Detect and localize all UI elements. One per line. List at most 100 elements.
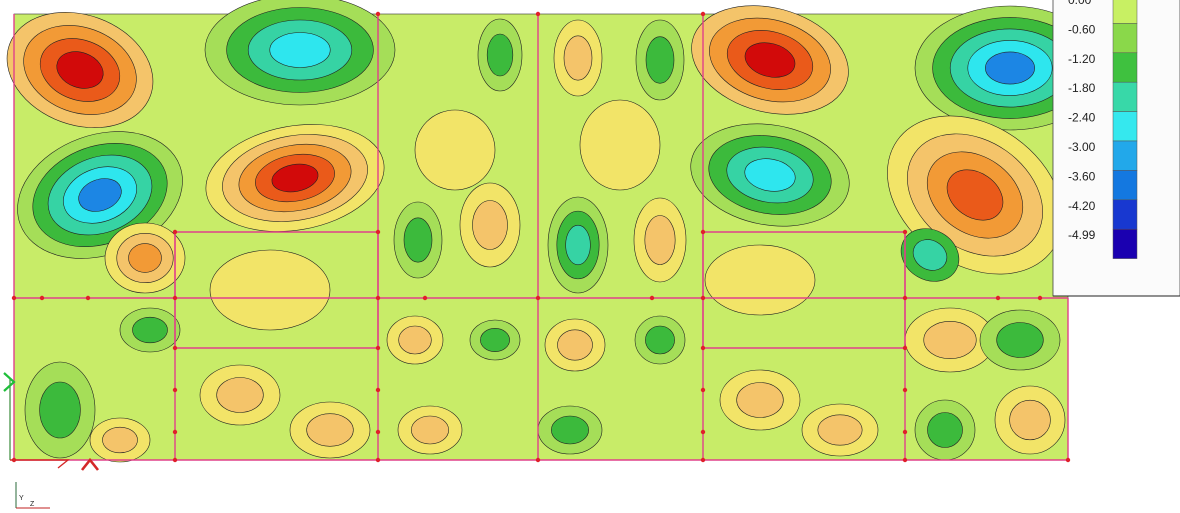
mesh-node-21 bbox=[375, 387, 381, 393]
contour-band-18-1 bbox=[39, 381, 81, 439]
mesh-node-35 bbox=[375, 11, 381, 17]
contour-band-10-1 bbox=[644, 215, 676, 265]
contour-band-30-1 bbox=[1009, 399, 1051, 441]
mesh-node-31 bbox=[535, 457, 541, 463]
legend-items: 0.00 -0.60 -1.20 -1.80 -2.40 -3.00 -3.60 -4.20 -… bbox=[1068, 0, 1138, 259]
axis-label-z: Z bbox=[30, 501, 35, 508]
legend-swatch-7 bbox=[1112, 199, 1138, 230]
contour-legend: 0.00 -0.60 -1.20 -1.80 -2.40 -3.00 -3.60 -4.20 -… bbox=[1052, 0, 1180, 297]
contour-band-20-1 bbox=[306, 413, 354, 447]
legend-label-8: -4.99 bbox=[1068, 228, 1096, 242]
mesh-node-30 bbox=[375, 457, 381, 463]
mesh-node-0 bbox=[11, 295, 17, 301]
legend-swatch-6 bbox=[1112, 170, 1138, 201]
mesh-node-13 bbox=[375, 229, 381, 235]
mesh-node-4 bbox=[375, 295, 381, 301]
mesh-node-14 bbox=[700, 229, 706, 235]
legend-swatch-2 bbox=[1112, 52, 1138, 83]
legend-label-5: -3.00 bbox=[1068, 140, 1096, 154]
contour-band-35-0 bbox=[579, 99, 661, 191]
contour-band-28-1 bbox=[817, 414, 863, 446]
mesh-node-33 bbox=[902, 457, 908, 463]
contour-band-15-3 bbox=[946, 169, 1004, 221]
triad-frame-x bbox=[10, 459, 70, 469]
contour-band-0-3 bbox=[56, 51, 104, 89]
mesh-node-36 bbox=[535, 11, 541, 17]
field-base bbox=[13, 13, 1069, 461]
contour-band-4-2 bbox=[128, 243, 162, 273]
mesh-outline bbox=[13, 14, 1069, 461]
legend-label-7: -4.20 bbox=[1068, 199, 1096, 213]
contour-band-22-1 bbox=[480, 328, 510, 352]
contour-band-13-4 bbox=[985, 51, 1035, 85]
legend-label-1: -0.60 bbox=[1068, 22, 1096, 36]
contour-band-33-0 bbox=[704, 244, 816, 316]
contour-band-36-1 bbox=[132, 316, 168, 344]
axis-label-y: Y bbox=[19, 495, 24, 502]
mesh-node-15 bbox=[902, 229, 908, 235]
mesh-node-29 bbox=[172, 457, 178, 463]
mesh-node-26 bbox=[700, 429, 706, 435]
contour-band-29-1 bbox=[927, 412, 963, 448]
contour-band-32-0 bbox=[209, 249, 331, 331]
contour-band-25-1 bbox=[551, 415, 589, 445]
mesh-node-7 bbox=[649, 295, 655, 301]
contour-band-26-1 bbox=[411, 415, 449, 445]
coordinate-triad: Y Z bbox=[3, 372, 100, 509]
mesh-node-25 bbox=[375, 429, 381, 435]
contour-band-21-1 bbox=[398, 325, 432, 355]
contour-band-11-1 bbox=[403, 217, 433, 263]
legend-swatch-4 bbox=[1112, 111, 1138, 142]
legend-label-2: -1.20 bbox=[1068, 52, 1096, 66]
mesh-node-37 bbox=[700, 11, 706, 17]
triad-arrow-red bbox=[80, 457, 100, 471]
mesh-node-11 bbox=[1037, 295, 1043, 301]
contour-band-3-4 bbox=[271, 163, 319, 193]
contour-band-31-1 bbox=[996, 322, 1044, 358]
legend-label-0: 0.00 bbox=[1068, 0, 1092, 7]
mesh-node-5 bbox=[422, 295, 428, 301]
mesh-node-27 bbox=[902, 429, 908, 435]
mesh-node-9 bbox=[902, 295, 908, 301]
contour-band-6-1 bbox=[563, 35, 593, 81]
contour-band-8-1 bbox=[472, 200, 508, 250]
contour-band-23-1 bbox=[557, 329, 593, 361]
contour-band-19-1 bbox=[216, 377, 264, 413]
mesh-node-6 bbox=[535, 295, 541, 301]
legend-label-3: -1.80 bbox=[1068, 81, 1096, 95]
legend-label-4: -2.40 bbox=[1068, 111, 1096, 125]
mesh-node-10 bbox=[995, 295, 1001, 301]
contour-band-34-0 bbox=[414, 109, 496, 191]
contour-band-14-3 bbox=[744, 158, 796, 192]
contour-bands bbox=[6, 0, 1106, 463]
contour-band-16-1 bbox=[912, 239, 948, 271]
contour-band-12-3 bbox=[744, 42, 796, 78]
contour-band-37-1 bbox=[102, 426, 138, 454]
legend-swatch-3 bbox=[1112, 81, 1138, 112]
mesh-node-24 bbox=[172, 429, 178, 435]
legend-swatch-5 bbox=[1112, 140, 1138, 171]
contour-band-2-4 bbox=[78, 178, 122, 212]
mesh-node-34 bbox=[1065, 457, 1071, 463]
contour-band-9-2 bbox=[565, 224, 591, 266]
contour-band-5-1 bbox=[486, 33, 514, 77]
mesh-node-19 bbox=[902, 345, 908, 351]
mesh-node-3 bbox=[172, 295, 178, 301]
mesh-node-20 bbox=[172, 387, 178, 393]
mesh-node-2 bbox=[85, 295, 91, 301]
contour-band-27-1 bbox=[736, 382, 784, 418]
legend-swatch-0 bbox=[1112, 0, 1138, 24]
legend-swatch-8 bbox=[1112, 228, 1138, 259]
contour-band-1-3 bbox=[269, 32, 331, 68]
legend-label-6: -3.60 bbox=[1068, 169, 1096, 183]
mesh-nodes bbox=[11, 11, 1071, 463]
mesh-node-1 bbox=[39, 295, 45, 301]
mesh-node-12 bbox=[172, 229, 178, 235]
mesh-node-23 bbox=[902, 387, 908, 393]
mesh-node-16 bbox=[172, 345, 178, 351]
mesh-node-22 bbox=[700, 387, 706, 393]
contour-band-17-1 bbox=[923, 321, 977, 359]
mesh-node-8 bbox=[700, 295, 706, 301]
contour-band-7-1 bbox=[645, 36, 675, 84]
mesh-node-17 bbox=[375, 345, 381, 351]
